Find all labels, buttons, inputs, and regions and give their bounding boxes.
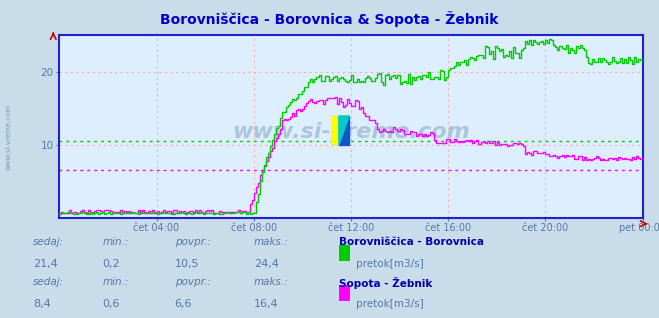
Text: povpr.:: povpr.: — [175, 277, 210, 287]
Text: www.si-vreme.com: www.si-vreme.com — [232, 122, 470, 142]
Text: 24,4: 24,4 — [254, 259, 279, 269]
Text: 0,2: 0,2 — [102, 259, 120, 269]
Text: pretok[m3/s]: pretok[m3/s] — [356, 259, 424, 269]
Text: Sopota - Žebnik: Sopota - Žebnik — [339, 277, 433, 289]
Text: 8,4: 8,4 — [33, 299, 51, 309]
Text: 21,4: 21,4 — [33, 259, 58, 269]
Text: www.si-vreme.com: www.si-vreme.com — [5, 104, 12, 170]
Text: min.:: min.: — [102, 237, 129, 247]
Text: 16,4: 16,4 — [254, 299, 278, 309]
Text: maks.:: maks.: — [254, 237, 289, 247]
Text: 6,6: 6,6 — [175, 299, 192, 309]
Text: Borovniščica - Borovnica: Borovniščica - Borovnica — [339, 237, 484, 247]
Text: 0,6: 0,6 — [102, 299, 120, 309]
Text: pretok[m3/s]: pretok[m3/s] — [356, 299, 424, 309]
Polygon shape — [339, 116, 349, 145]
Text: min.:: min.: — [102, 277, 129, 287]
Text: povpr.:: povpr.: — [175, 237, 210, 247]
Text: maks.:: maks.: — [254, 277, 289, 287]
Text: 10,5: 10,5 — [175, 259, 199, 269]
Text: sedaj:: sedaj: — [33, 277, 64, 287]
Text: sedaj:: sedaj: — [33, 237, 64, 247]
Text: Borovniščica - Borovnica & Sopota - Žebnik: Borovniščica - Borovnica & Sopota - Žebn… — [160, 11, 499, 27]
Bar — [339, 116, 349, 145]
